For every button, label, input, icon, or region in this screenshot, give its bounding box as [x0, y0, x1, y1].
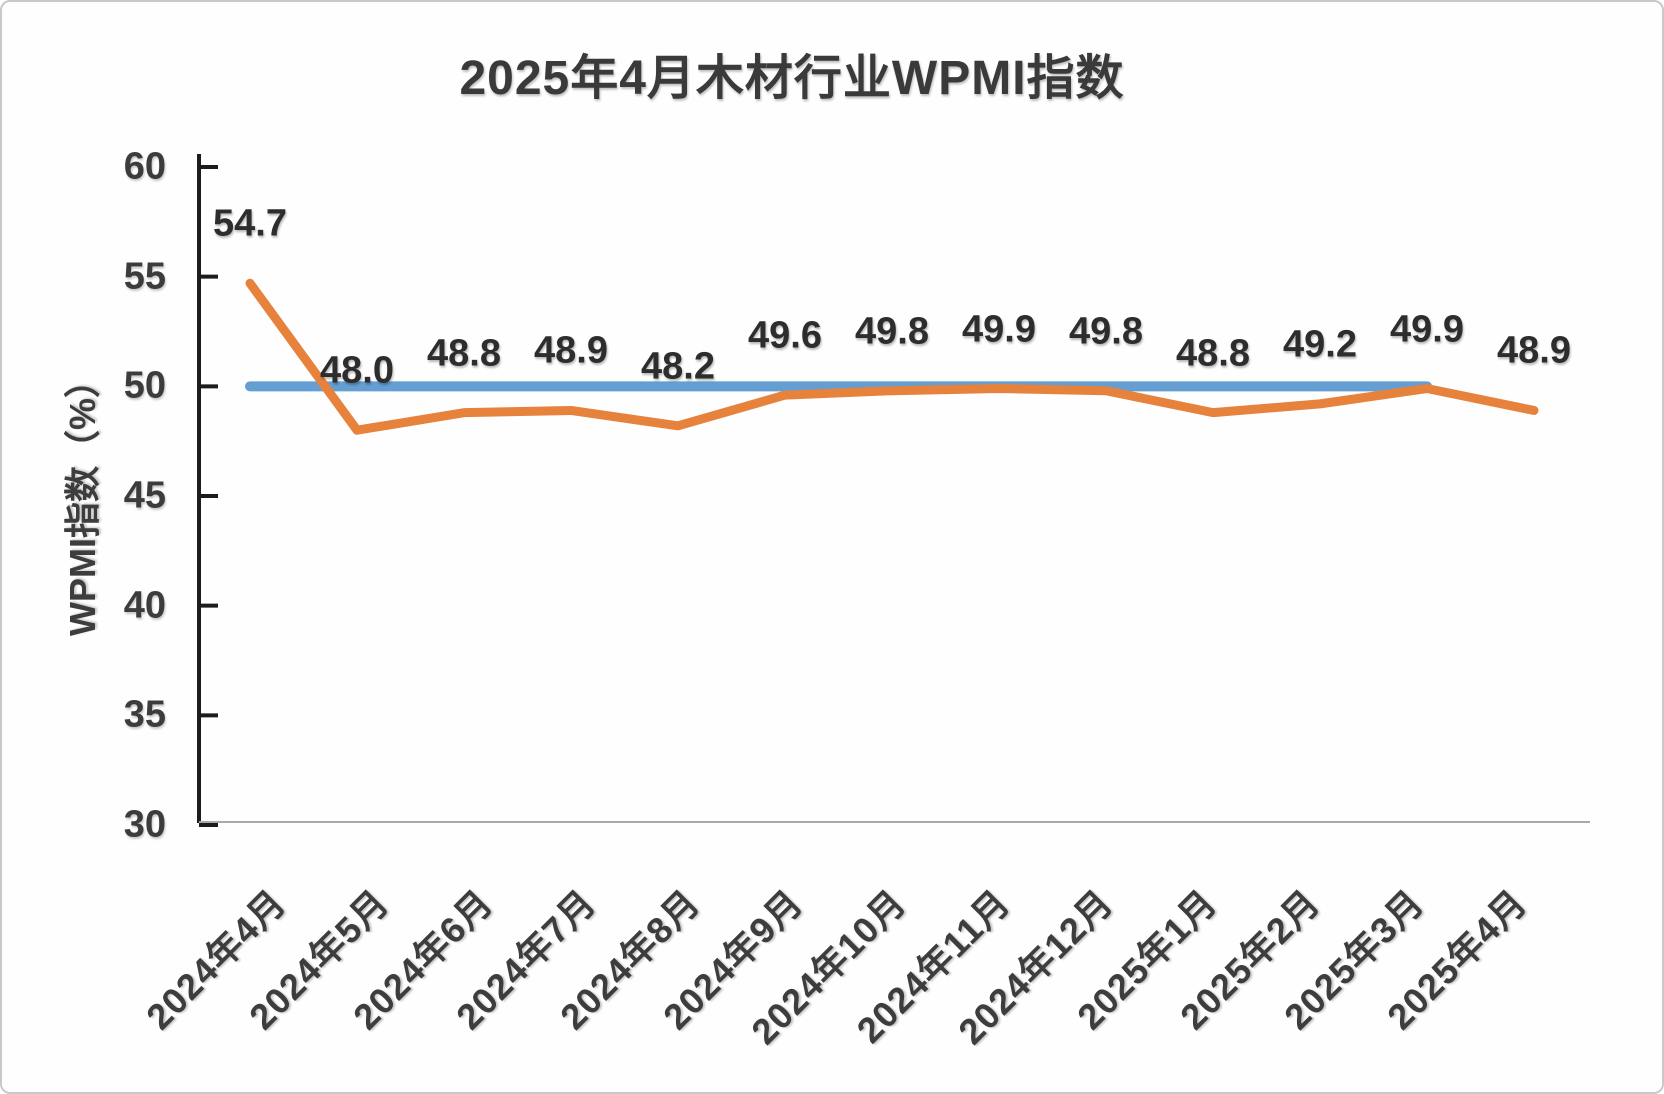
chart-title: 2025年4月木材行业WPMI指数 — [459, 52, 1125, 105]
data-label: 48.9 — [1497, 329, 1571, 372]
wpmi-series-line — [245, 278, 1539, 435]
data-label: 49.8 — [855, 310, 929, 353]
data-label: 48.8 — [1176, 332, 1250, 375]
data-label: 49.9 — [962, 308, 1036, 351]
data-label: 54.7 — [213, 202, 287, 245]
y-tick-label: 45 — [123, 474, 166, 517]
data-label: 48.2 — [641, 345, 715, 388]
y-tick-label: 35 — [123, 693, 166, 736]
y-tick-label: 60 — [123, 145, 166, 188]
y-tick-label: 30 — [123, 803, 166, 846]
y-tick-label: 40 — [123, 584, 166, 627]
data-label: 48.0 — [320, 349, 394, 392]
data-label: 49.2 — [1283, 323, 1357, 366]
data-label: 48.9 — [534, 329, 608, 372]
data-label: 48.8 — [427, 332, 501, 375]
data-label: 49.6 — [748, 314, 822, 357]
data-label: 49.9 — [1390, 308, 1464, 351]
y-tick-label: 55 — [123, 255, 166, 298]
y-tick-label: 50 — [123, 364, 166, 407]
data-label: 49.8 — [1069, 310, 1143, 353]
